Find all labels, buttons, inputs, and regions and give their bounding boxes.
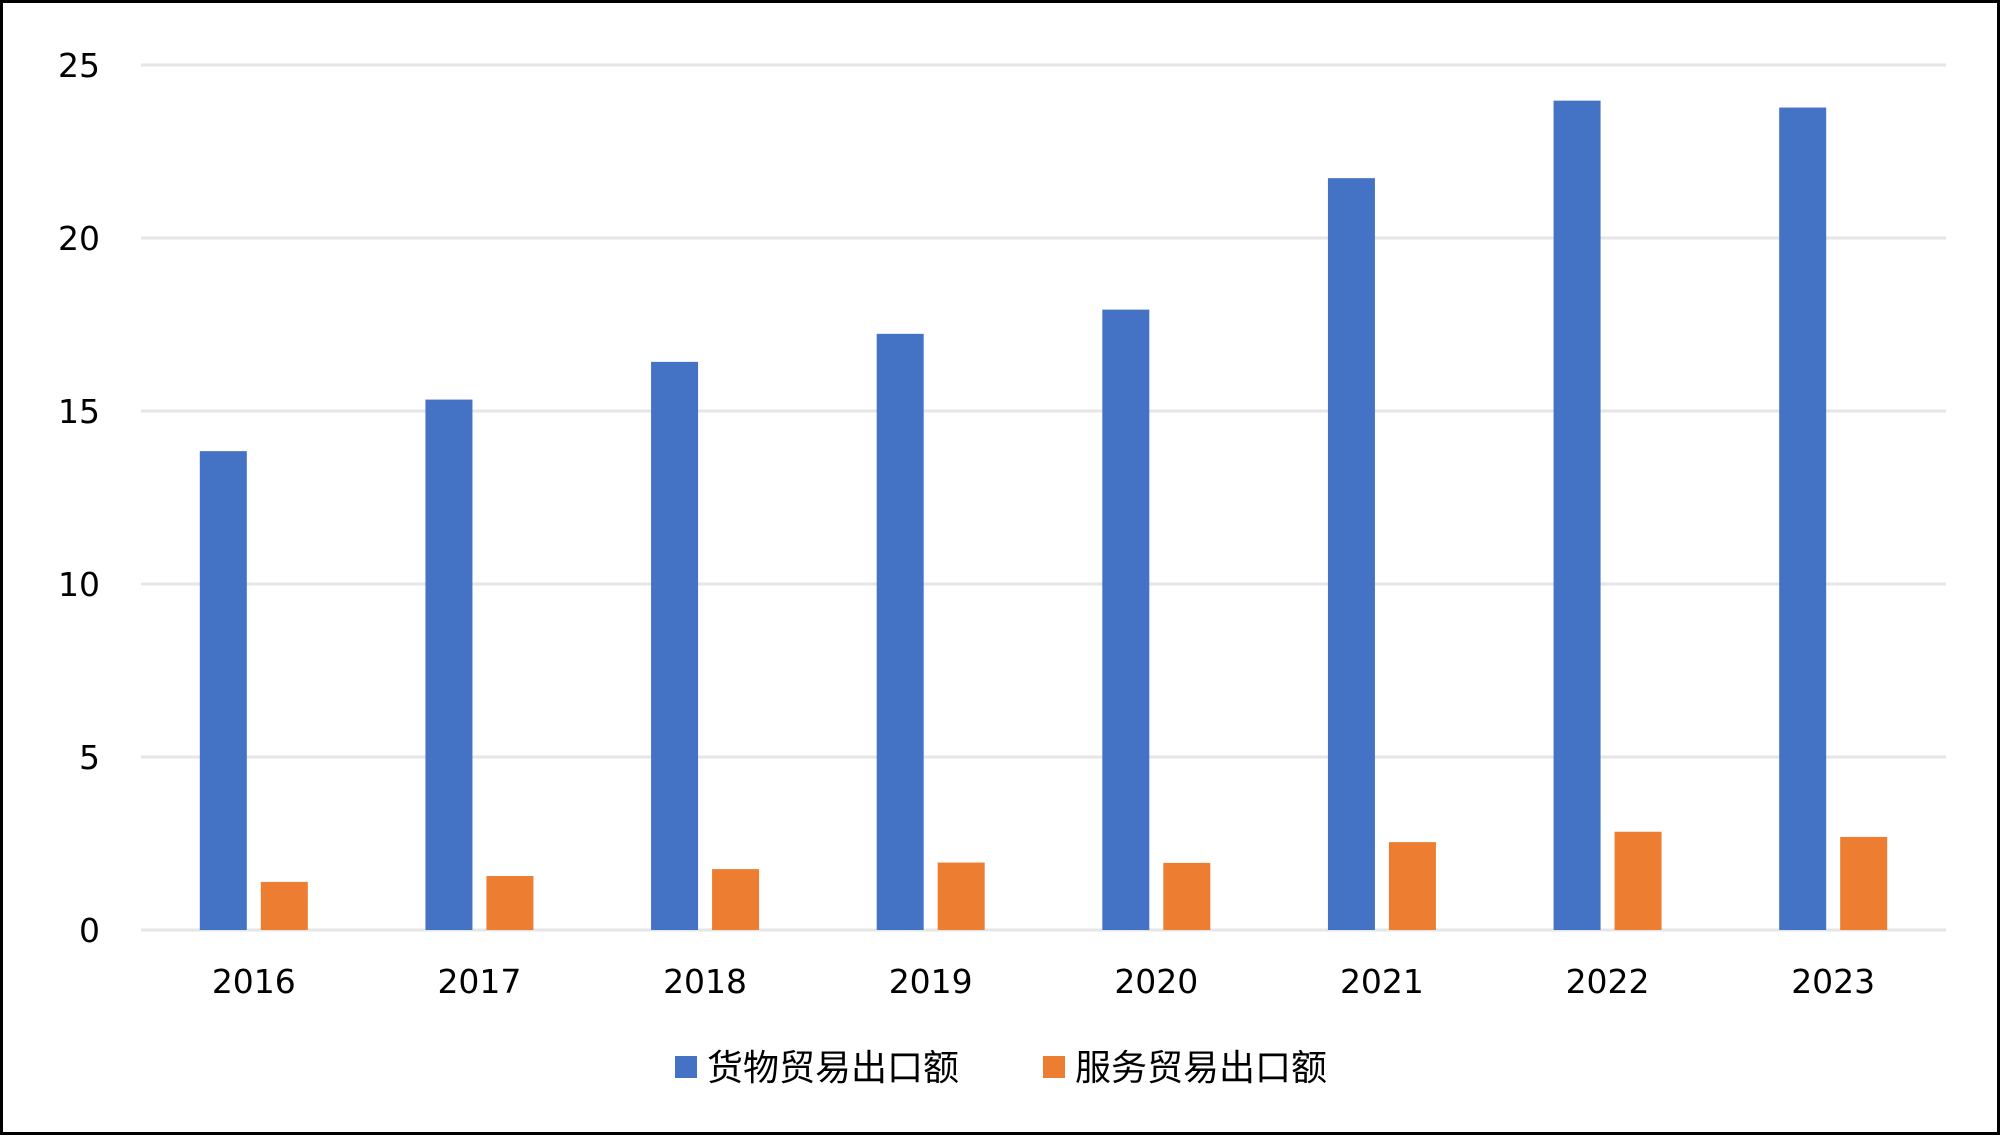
bar-services-2019 (937, 862, 985, 930)
x-tick-label: 2021 (1340, 962, 1424, 1001)
x-tick-label: 2017 (437, 962, 521, 1001)
x-tick-label: 2016 (212, 962, 296, 1001)
bar-services-2023 (1840, 836, 1888, 930)
legend-label-goods: 货物贸易出口额 (707, 1048, 959, 1089)
y-tick-label: 15 (58, 392, 100, 431)
legend: 货物贸易出口额 服务贸易出口额 (675, 1048, 1327, 1089)
bar-goods-2020 (1102, 309, 1150, 930)
bar-goods-2022 (1553, 100, 1601, 930)
y-tick-label: 25 (58, 46, 100, 85)
bars (199, 100, 1888, 931)
gridlines (141, 63, 1946, 932)
bar-goods-2016 (199, 451, 247, 930)
bar-goods-2019 (876, 333, 924, 930)
bar-services-2016 (260, 881, 308, 930)
x-tick-label: 2019 (889, 962, 973, 1001)
bar-goods-2017 (425, 399, 473, 930)
y-tick-label: 10 (58, 565, 100, 604)
bar-services-2017 (486, 876, 534, 930)
x-tick-label: 2018 (663, 962, 747, 1001)
bar-goods-2018 (651, 361, 699, 930)
bar-goods-2023 (1779, 107, 1827, 931)
x-axis-tick-labels: 2016 2017 2018 2019 2020 2021 2022 2023 (212, 962, 1875, 1001)
y-axis-tick-labels: 0 5 10 15 20 25 (58, 46, 100, 950)
bar-services-2021 (1388, 842, 1436, 930)
bar-goods-2021 (1327, 178, 1375, 931)
x-tick-label: 2022 (1566, 962, 1650, 1001)
x-tick-label: 2023 (1791, 962, 1875, 1001)
y-tick-label: 20 (58, 219, 100, 258)
y-tick-label: 5 (79, 738, 100, 777)
x-tick-label: 2020 (1114, 962, 1198, 1001)
legend-swatch-services (1043, 1056, 1065, 1078)
legend-label-services: 服务贸易出口额 (1075, 1048, 1327, 1089)
bar-services-2020 (1163, 862, 1211, 930)
bar-services-2022 (1614, 831, 1662, 930)
bar-services-2018 (712, 869, 760, 930)
y-tick-label: 0 (79, 911, 100, 950)
legend-swatch-goods (675, 1056, 697, 1078)
